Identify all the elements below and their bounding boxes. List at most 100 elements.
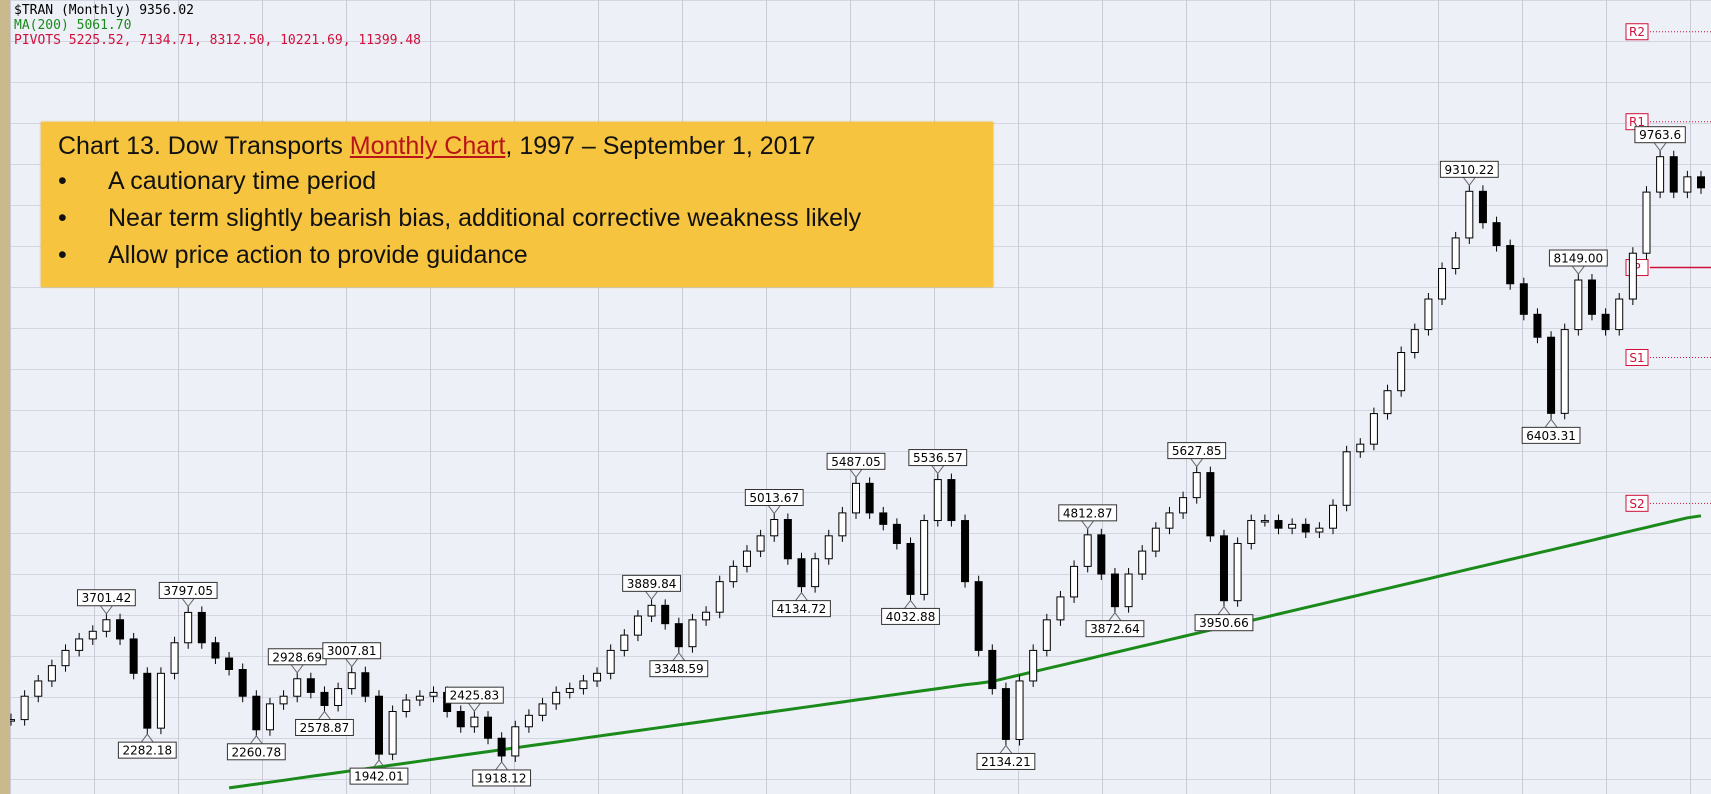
candle — [1451, 237, 1460, 269]
candle — [1697, 176, 1705, 189]
value-label-box — [1634, 126, 1686, 144]
pivot-label-box — [1625, 494, 1649, 512]
candle — [1219, 535, 1228, 602]
candle — [552, 691, 561, 705]
candle — [347, 672, 356, 690]
candle — [1410, 329, 1419, 354]
label-connector — [999, 744, 1013, 754]
value-label-box — [322, 642, 382, 660]
candle — [116, 619, 125, 640]
value-label-box — [1439, 160, 1499, 178]
pivot-label: S2 — [1629, 497, 1644, 511]
candle — [1424, 298, 1433, 331]
value-label-box — [349, 767, 409, 785]
candle — [715, 581, 724, 613]
pivot-label: R1 — [1629, 115, 1645, 129]
legend-entry: PIVOTS 5225.52, 7134.71, 8312.50, 10221.… — [14, 33, 421, 48]
candle — [511, 726, 520, 757]
label-connector — [931, 465, 945, 475]
value-label-box — [976, 752, 1036, 770]
label-connector — [100, 605, 113, 615]
candle — [1560, 329, 1569, 414]
candle — [1601, 313, 1610, 331]
candle — [1179, 497, 1188, 514]
label-connector — [495, 761, 509, 771]
pivot-label-box — [1625, 23, 1649, 41]
candle — [1492, 222, 1501, 247]
candle — [1587, 279, 1596, 315]
label-connector — [345, 658, 359, 668]
candle — [565, 688, 574, 693]
label-connector — [467, 702, 481, 713]
candle — [947, 479, 956, 522]
value-label-box — [908, 449, 968, 467]
value-label: 1942.01 — [354, 770, 404, 784]
label-connector — [1571, 265, 1585, 275]
candle — [1301, 523, 1310, 533]
candle — [1110, 573, 1119, 608]
value-label: 9310.22 — [1444, 163, 1494, 177]
candle — [1547, 336, 1556, 414]
value-label: 5536.57 — [913, 451, 963, 465]
value-label: 8149.00 — [1554, 252, 1604, 266]
candle — [1642, 191, 1651, 254]
candle — [456, 711, 465, 728]
candle — [1656, 156, 1665, 193]
candle — [852, 482, 860, 514]
label-connector — [140, 733, 154, 743]
candle — [470, 716, 479, 728]
candle — [524, 714, 533, 728]
candle — [920, 520, 929, 595]
candle — [729, 565, 738, 583]
candle — [797, 558, 806, 588]
candle — [906, 542, 915, 595]
label-connector — [795, 591, 808, 601]
candle — [1138, 550, 1147, 575]
candle — [783, 519, 792, 560]
candle — [1683, 176, 1692, 193]
label-connector — [181, 598, 195, 608]
label-connector — [1108, 611, 1122, 621]
candle — [1192, 472, 1201, 499]
candle — [606, 649, 615, 674]
candle — [415, 695, 424, 701]
candle — [484, 716, 493, 739]
value-label: 3950.66 — [1199, 616, 1249, 630]
candle — [1029, 649, 1038, 682]
value-label: 6403.31 — [1526, 429, 1576, 443]
candle — [988, 649, 997, 690]
candle — [388, 711, 397, 755]
candle — [933, 479, 942, 522]
pivot-label-box — [1625, 348, 1649, 366]
value-label-box — [226, 743, 286, 761]
candle — [770, 519, 779, 537]
value-label: 3007.81 — [327, 644, 377, 658]
candle — [1478, 190, 1487, 224]
candle — [88, 630, 97, 640]
chart: R2 R1 P S1 S2 3701.42 2282.18 3797.05 2260.78 292… — [10, 23, 1711, 790]
candle — [1397, 352, 1406, 392]
value-label-box — [1194, 614, 1254, 632]
annotation-box: Chart 13. Dow Transports Monthly Chart, … — [41, 122, 993, 287]
note-title: Chart 13. Dow Transports Monthly Chart, … — [58, 132, 993, 161]
candle — [579, 680, 588, 690]
candle — [75, 638, 84, 651]
value-label: 5487.05 — [831, 455, 881, 469]
label-connector — [1217, 605, 1231, 616]
candle — [1042, 619, 1051, 651]
candle — [1615, 298, 1624, 331]
candle — [61, 649, 70, 667]
value-label-box — [472, 769, 532, 787]
value-label-box — [444, 686, 504, 704]
candle — [306, 678, 315, 693]
candle — [838, 512, 847, 537]
value-label-box — [649, 660, 709, 678]
monthly-chart-link[interactable]: Monthly Chart — [349, 132, 506, 160]
value-label-box — [826, 452, 886, 470]
candle — [170, 642, 179, 674]
candle — [1206, 472, 1215, 537]
candle — [811, 558, 820, 588]
candle — [879, 512, 888, 525]
bullet: Near term slightly bearish bias, additio… — [58, 204, 993, 233]
candle — [238, 668, 247, 697]
